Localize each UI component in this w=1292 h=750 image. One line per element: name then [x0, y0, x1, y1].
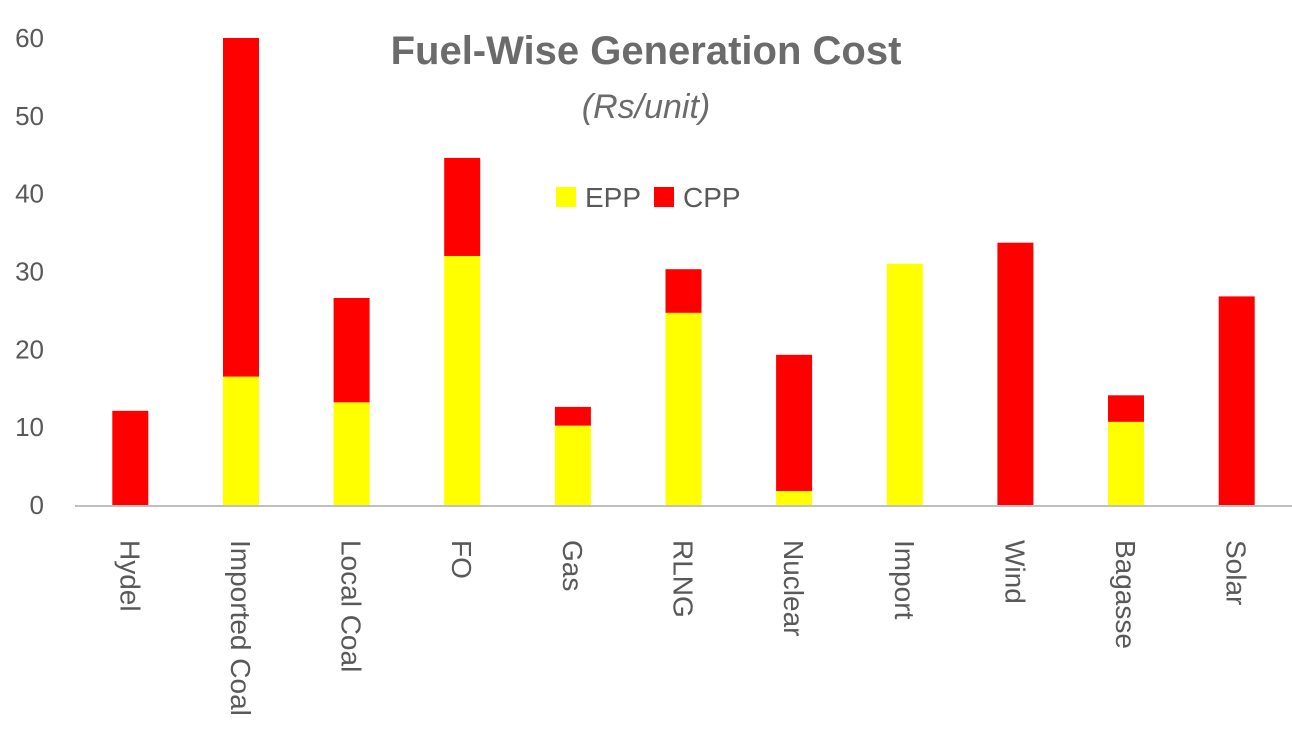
bar-cpp	[1108, 395, 1144, 422]
x-tick-label: Local Coal	[336, 540, 367, 672]
x-tick-label: Wind	[999, 540, 1030, 604]
bar-epp	[444, 255, 481, 505]
bar-cpp	[223, 38, 259, 377]
x-tick-label: Import	[889, 540, 920, 620]
y-tick-label: 50	[15, 101, 44, 131]
bar-cpp	[1218, 296, 1255, 505]
legend-swatch-cpp	[654, 187, 674, 207]
x-tick-label: RLNG	[668, 540, 699, 618]
x-tick-label: Imported Coal	[225, 540, 256, 716]
x-tick-label: Gas	[557, 540, 588, 591]
x-tick-label: Nuclear	[778, 540, 809, 636]
chart-title: Fuel-Wise Generation Cost	[391, 29, 902, 73]
bar-cpp	[333, 298, 370, 403]
x-tick-label: Solar	[1221, 540, 1252, 605]
x-tick-label: Hydel	[114, 540, 145, 612]
legend-label-cpp: CPP	[683, 182, 741, 213]
x-tick-label: FO	[446, 540, 477, 579]
legend: EPP CPP	[556, 182, 741, 213]
bar-epp	[554, 425, 591, 505]
bar-epp	[776, 491, 813, 505]
bar-cpp	[997, 242, 1034, 505]
bars	[112, 38, 1255, 505]
chart-subtitle: (Rs/unit)	[582, 88, 710, 126]
bar-epp	[1108, 421, 1144, 505]
y-tick-label: 0	[30, 490, 44, 520]
bar-epp	[223, 376, 259, 505]
bar-cpp	[112, 410, 149, 505]
y-tick-label: 40	[15, 179, 44, 209]
y-tick-label: 30	[15, 257, 44, 287]
x-tick-label: Bagasse	[1110, 540, 1141, 649]
bar-cpp	[776, 354, 813, 491]
bar-cpp	[554, 406, 591, 426]
category-labels: Hydel Imported Coal Local Coal FO Gas RLNG Nuc…	[114, 540, 1251, 716]
legend-swatch-epp	[556, 187, 576, 207]
legend-label-epp: EPP	[585, 182, 641, 213]
bar-cpp	[444, 157, 481, 256]
bar-epp	[333, 402, 370, 505]
bar-cpp	[665, 269, 702, 313]
y-tick-label: 60	[15, 23, 44, 53]
y-axis-ticks: 0 10 20 30 40 50 60	[15, 23, 44, 520]
bar-epp	[886, 263, 923, 505]
y-tick-label: 20	[15, 334, 44, 364]
bar-epp	[665, 312, 702, 505]
y-tick-label: 10	[15, 412, 44, 442]
